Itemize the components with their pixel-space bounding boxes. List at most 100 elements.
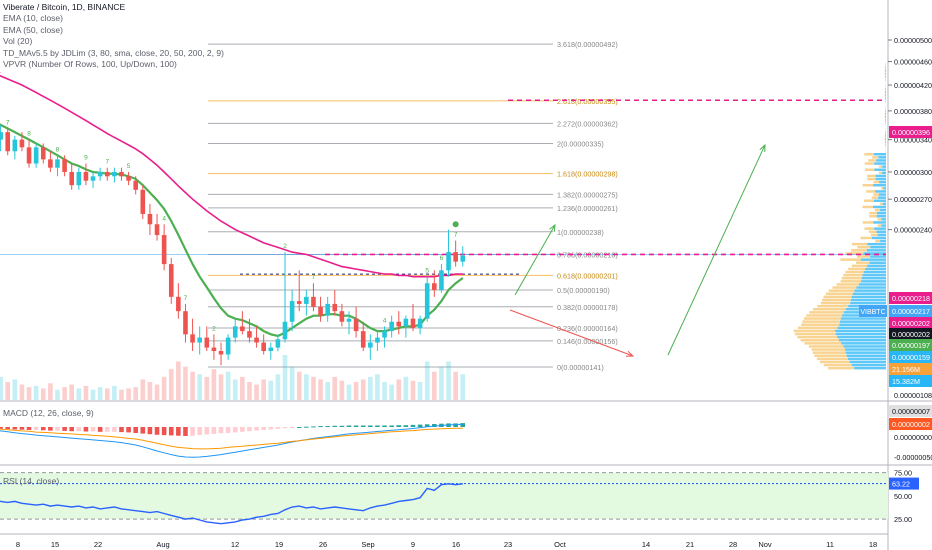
volume-bar	[353, 382, 359, 400]
vpvr-row-up	[885, 72, 886, 75]
vpvr-row-up	[870, 246, 886, 249]
price-badge	[889, 292, 932, 304]
candle-body	[439, 270, 444, 290]
vpvr-row-down	[864, 153, 875, 156]
candle-body	[254, 337, 259, 343]
macd-label[interactable]: MACD (12, 26, close, 9)	[3, 408, 94, 418]
time-axis-label: 23	[504, 540, 512, 549]
volume-bar	[225, 371, 231, 400]
time-axis-label: 12	[231, 540, 239, 549]
ema10-line	[0, 123, 464, 338]
volume-bar	[296, 371, 302, 400]
vpvr-row-down	[864, 162, 875, 165]
macd-histogram-bar	[19, 427, 25, 430]
price-badge-label: 15.382M	[892, 377, 920, 386]
candle-body	[311, 296, 316, 307]
candle-body	[112, 171, 117, 177]
chart-title: Viberate / Bitcoin, 1D, BINANCE	[3, 2, 126, 12]
legend-volume[interactable]: Vol (20)	[3, 36, 33, 47]
candle-body	[204, 337, 210, 348]
volume-bar	[403, 376, 409, 400]
volume-bar	[247, 382, 252, 400]
fib-level-label: 1.236(0.00000261)	[557, 204, 618, 213]
candle-body	[0, 132, 3, 140]
vpvr-row-up	[869, 261, 886, 264]
vpvr-row-up	[877, 233, 886, 237]
vpvr-row-up	[885, 134, 886, 137]
vpvr-row-down	[817, 304, 849, 308]
vpvr-row-down	[813, 308, 846, 311]
vpvr-row-up	[873, 205, 886, 209]
fib-level-label: 0.146(0.00000156)	[557, 337, 618, 346]
volume-bar	[176, 361, 181, 400]
legend-td-indicator[interactable]: TD_MAv5.5 by JDLim (3, 80, sma, close, 2…	[3, 47, 224, 58]
fib-level-label: 2.618(0.00000395)	[557, 97, 618, 106]
volume-bar	[453, 371, 458, 400]
vpvr-row-down	[860, 236, 873, 240]
vpvr-row-down	[825, 292, 853, 295]
vpvr-row-down	[879, 202, 883, 206]
vpvr-row-up	[858, 283, 886, 286]
vpvr-row-down	[877, 224, 882, 227]
volume-bar	[382, 382, 387, 400]
time-axis-label: 14	[642, 540, 650, 549]
volume-bar	[204, 376, 210, 400]
price-axis-label: 0.00000240	[894, 226, 932, 235]
legend-ema10[interactable]: EMA (10, close)	[3, 13, 63, 24]
vpvr-row-down	[884, 72, 886, 75]
vpvr-row-up	[880, 239, 886, 243]
macd-histogram-bar	[204, 427, 210, 435]
legend-vpvr[interactable]: VPVR (Number Of Rows, 100, Up/Down, 100)	[3, 59, 177, 70]
macd-axis-label: 0.00000000	[894, 433, 932, 442]
macd-histogram-bar	[197, 427, 202, 436]
vpvr-row-up	[865, 267, 886, 271]
vpvr-row-up	[873, 199, 886, 202]
vpvr-row-up	[851, 363, 886, 367]
candle-body	[161, 235, 167, 265]
macd-histogram-bar	[161, 427, 167, 436]
volume-bar	[76, 388, 82, 400]
volume-bar	[33, 385, 39, 400]
vpvr-row-down	[884, 115, 886, 119]
macd-histogram-bar	[432, 424, 437, 427]
vpvr-row-down	[828, 289, 855, 292]
vpvr-row-down	[816, 357, 848, 361]
vpvr-row-up	[840, 320, 886, 323]
candle-body	[19, 139, 25, 148]
vpvr-row-up	[881, 218, 886, 221]
candle-body	[389, 321, 394, 332]
volume-bar	[90, 389, 96, 400]
td-count-label: 7	[6, 119, 10, 126]
candle-body	[104, 171, 110, 177]
vpvr-row-up	[885, 91, 886, 94]
volume-bar	[446, 361, 451, 400]
candle-body	[296, 301, 302, 304]
vpvr-row-up	[874, 162, 886, 165]
time-axis-label: 21	[686, 540, 694, 549]
vpvr-row-up	[878, 156, 886, 159]
candle-body	[140, 189, 146, 214]
volume-bar	[375, 374, 380, 400]
projection-arrow-down	[509, 309, 634, 357]
vpvr-row-down	[808, 345, 844, 348]
vpvr-row-up	[835, 332, 886, 336]
volume-bar	[424, 361, 430, 400]
price-axis-label: 0.00000420	[894, 81, 932, 90]
volume-bar	[140, 379, 146, 400]
volume-bar	[55, 389, 60, 400]
rsi-axis-label: 50.00	[894, 492, 912, 501]
price-badge	[889, 126, 932, 138]
candle-body	[289, 301, 295, 322]
price-axis-label: 0.00000380	[894, 107, 932, 116]
legend-ema50[interactable]: EMA (50, close)	[3, 24, 63, 35]
candle-body	[168, 264, 174, 297]
candle-body	[453, 252, 458, 262]
time-axis-label: 18	[869, 540, 877, 549]
vpvr-row-down	[820, 301, 851, 305]
macd-histogram-bar	[275, 427, 281, 429]
td-count-label: 6	[440, 255, 444, 262]
macd-histogram-bar	[112, 427, 117, 432]
macd-histogram-bar	[339, 425, 345, 427]
macd-histogram-bar	[368, 425, 373, 427]
rsi-label[interactable]: RSI (14, close)	[3, 476, 60, 486]
